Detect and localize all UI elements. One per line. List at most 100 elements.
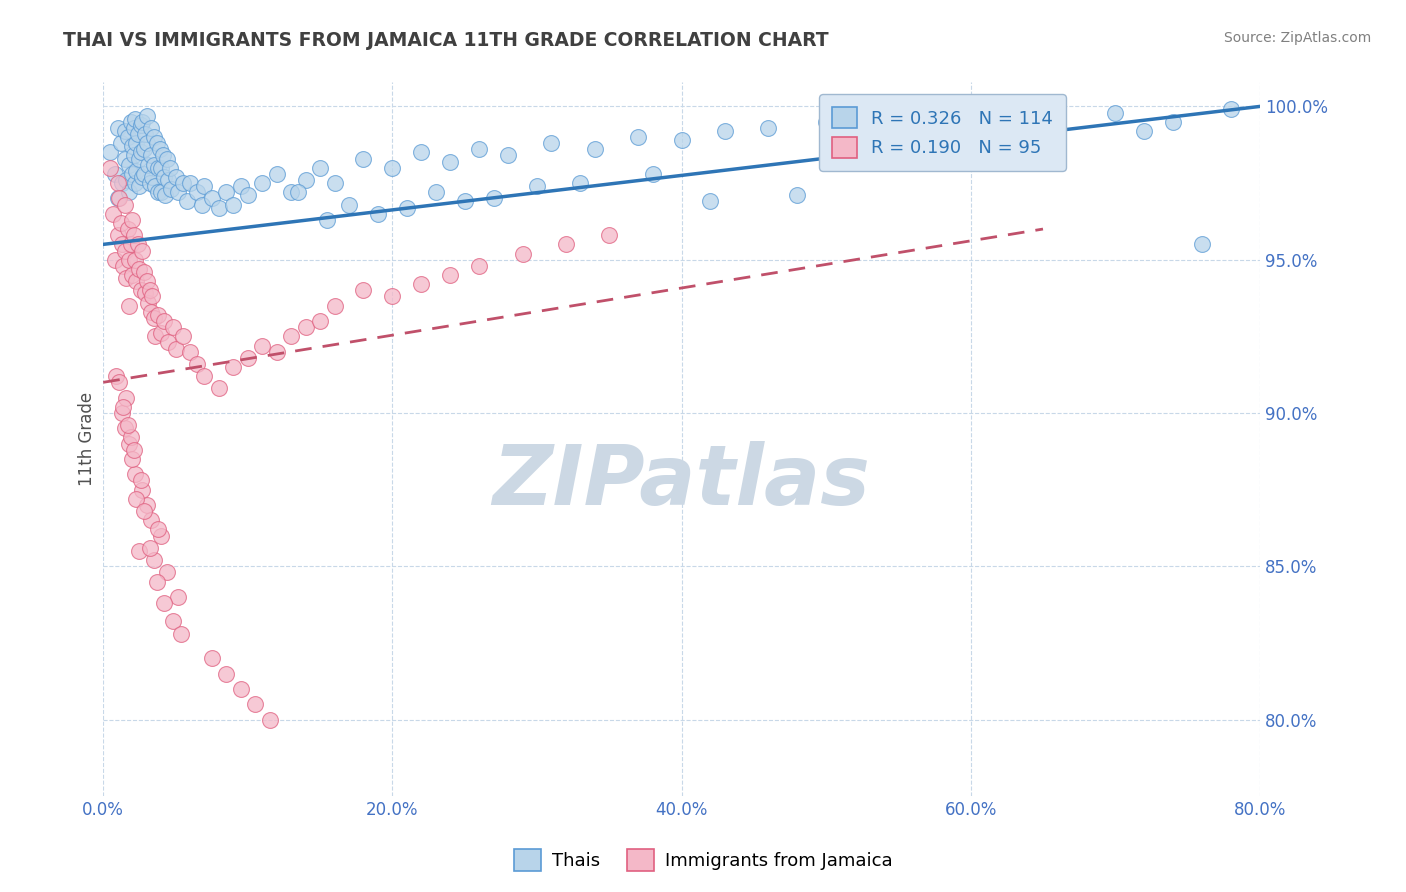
Point — [142, 130, 165, 145]
Point — [100, 145, 122, 160]
Point — [108, 191, 131, 205]
Point — [121, 212, 143, 227]
Point — [135, 498, 157, 512]
Point — [280, 329, 302, 343]
Point — [323, 176, 346, 190]
Point — [236, 351, 259, 365]
Point — [259, 713, 281, 727]
Point — [145, 136, 167, 151]
Point — [229, 681, 252, 696]
Point — [122, 228, 145, 243]
Point — [129, 145, 152, 160]
Point — [512, 246, 534, 260]
Point — [526, 179, 548, 194]
Point — [138, 284, 160, 298]
Point — [756, 120, 779, 135]
Point — [156, 566, 179, 580]
Point — [136, 158, 159, 172]
Point — [439, 268, 461, 282]
Point — [105, 369, 128, 384]
Point — [201, 191, 224, 205]
Text: ZIPatlas: ZIPatlas — [492, 442, 870, 523]
Point — [381, 161, 404, 175]
Point — [150, 528, 173, 542]
Point — [131, 169, 153, 184]
Point — [118, 436, 141, 450]
Point — [121, 139, 143, 153]
Point — [129, 284, 152, 298]
Point — [114, 421, 136, 435]
Point — [201, 651, 224, 665]
Point — [117, 130, 139, 145]
Point — [153, 596, 176, 610]
Point — [124, 176, 146, 190]
Point — [118, 186, 141, 200]
Point — [131, 483, 153, 497]
Point — [122, 148, 145, 162]
Point — [148, 523, 170, 537]
Point — [125, 163, 148, 178]
Point — [167, 590, 190, 604]
Point — [641, 167, 664, 181]
Point — [160, 182, 183, 196]
Point — [110, 216, 132, 230]
Point — [280, 186, 302, 200]
Point — [381, 289, 404, 303]
Point — [114, 197, 136, 211]
Point — [103, 207, 125, 221]
Point — [120, 430, 142, 444]
Point — [111, 176, 134, 190]
Point — [118, 158, 141, 172]
Point — [337, 197, 360, 211]
Point — [141, 169, 163, 184]
Point — [323, 299, 346, 313]
Point — [107, 228, 129, 243]
Point — [714, 124, 737, 138]
Point — [1161, 114, 1184, 128]
Point — [111, 237, 134, 252]
Point — [111, 406, 134, 420]
Point — [598, 228, 620, 243]
Text: THAI VS IMMIGRANTS FROM JAMAICA 11TH GRADE CORRELATION CHART: THAI VS IMMIGRANTS FROM JAMAICA 11TH GRA… — [63, 31, 830, 50]
Legend: Thais, Immigrants from Jamaica: Thais, Immigrants from Jamaica — [506, 842, 900, 879]
Point — [222, 359, 245, 374]
Point — [988, 120, 1011, 135]
Point — [222, 197, 245, 211]
Point — [120, 114, 142, 128]
Point — [139, 513, 162, 527]
Point — [148, 308, 170, 322]
Text: Source: ZipAtlas.com: Source: ZipAtlas.com — [1223, 31, 1371, 45]
Point — [134, 127, 156, 141]
Point — [873, 118, 896, 132]
Point — [107, 120, 129, 135]
Point — [186, 357, 208, 371]
Point — [115, 173, 138, 187]
Point — [110, 136, 132, 151]
Point — [104, 252, 127, 267]
Point — [125, 136, 148, 151]
Point — [150, 186, 173, 200]
Point — [143, 329, 166, 343]
Point — [786, 188, 808, 202]
Point — [121, 452, 143, 467]
Point — [229, 179, 252, 194]
Point — [138, 541, 160, 555]
Point — [153, 314, 176, 328]
Point — [627, 130, 650, 145]
Point — [132, 167, 155, 181]
Point — [190, 197, 212, 211]
Point — [208, 381, 231, 395]
Point — [148, 186, 170, 200]
Point — [107, 176, 129, 190]
Point — [114, 152, 136, 166]
Point — [167, 186, 190, 200]
Point — [1133, 124, 1156, 138]
Point — [236, 188, 259, 202]
Point — [411, 277, 433, 292]
Point — [124, 467, 146, 482]
Point — [162, 615, 184, 629]
Point — [139, 120, 162, 135]
Point — [294, 173, 316, 187]
Point — [815, 114, 838, 128]
Point — [138, 176, 160, 190]
